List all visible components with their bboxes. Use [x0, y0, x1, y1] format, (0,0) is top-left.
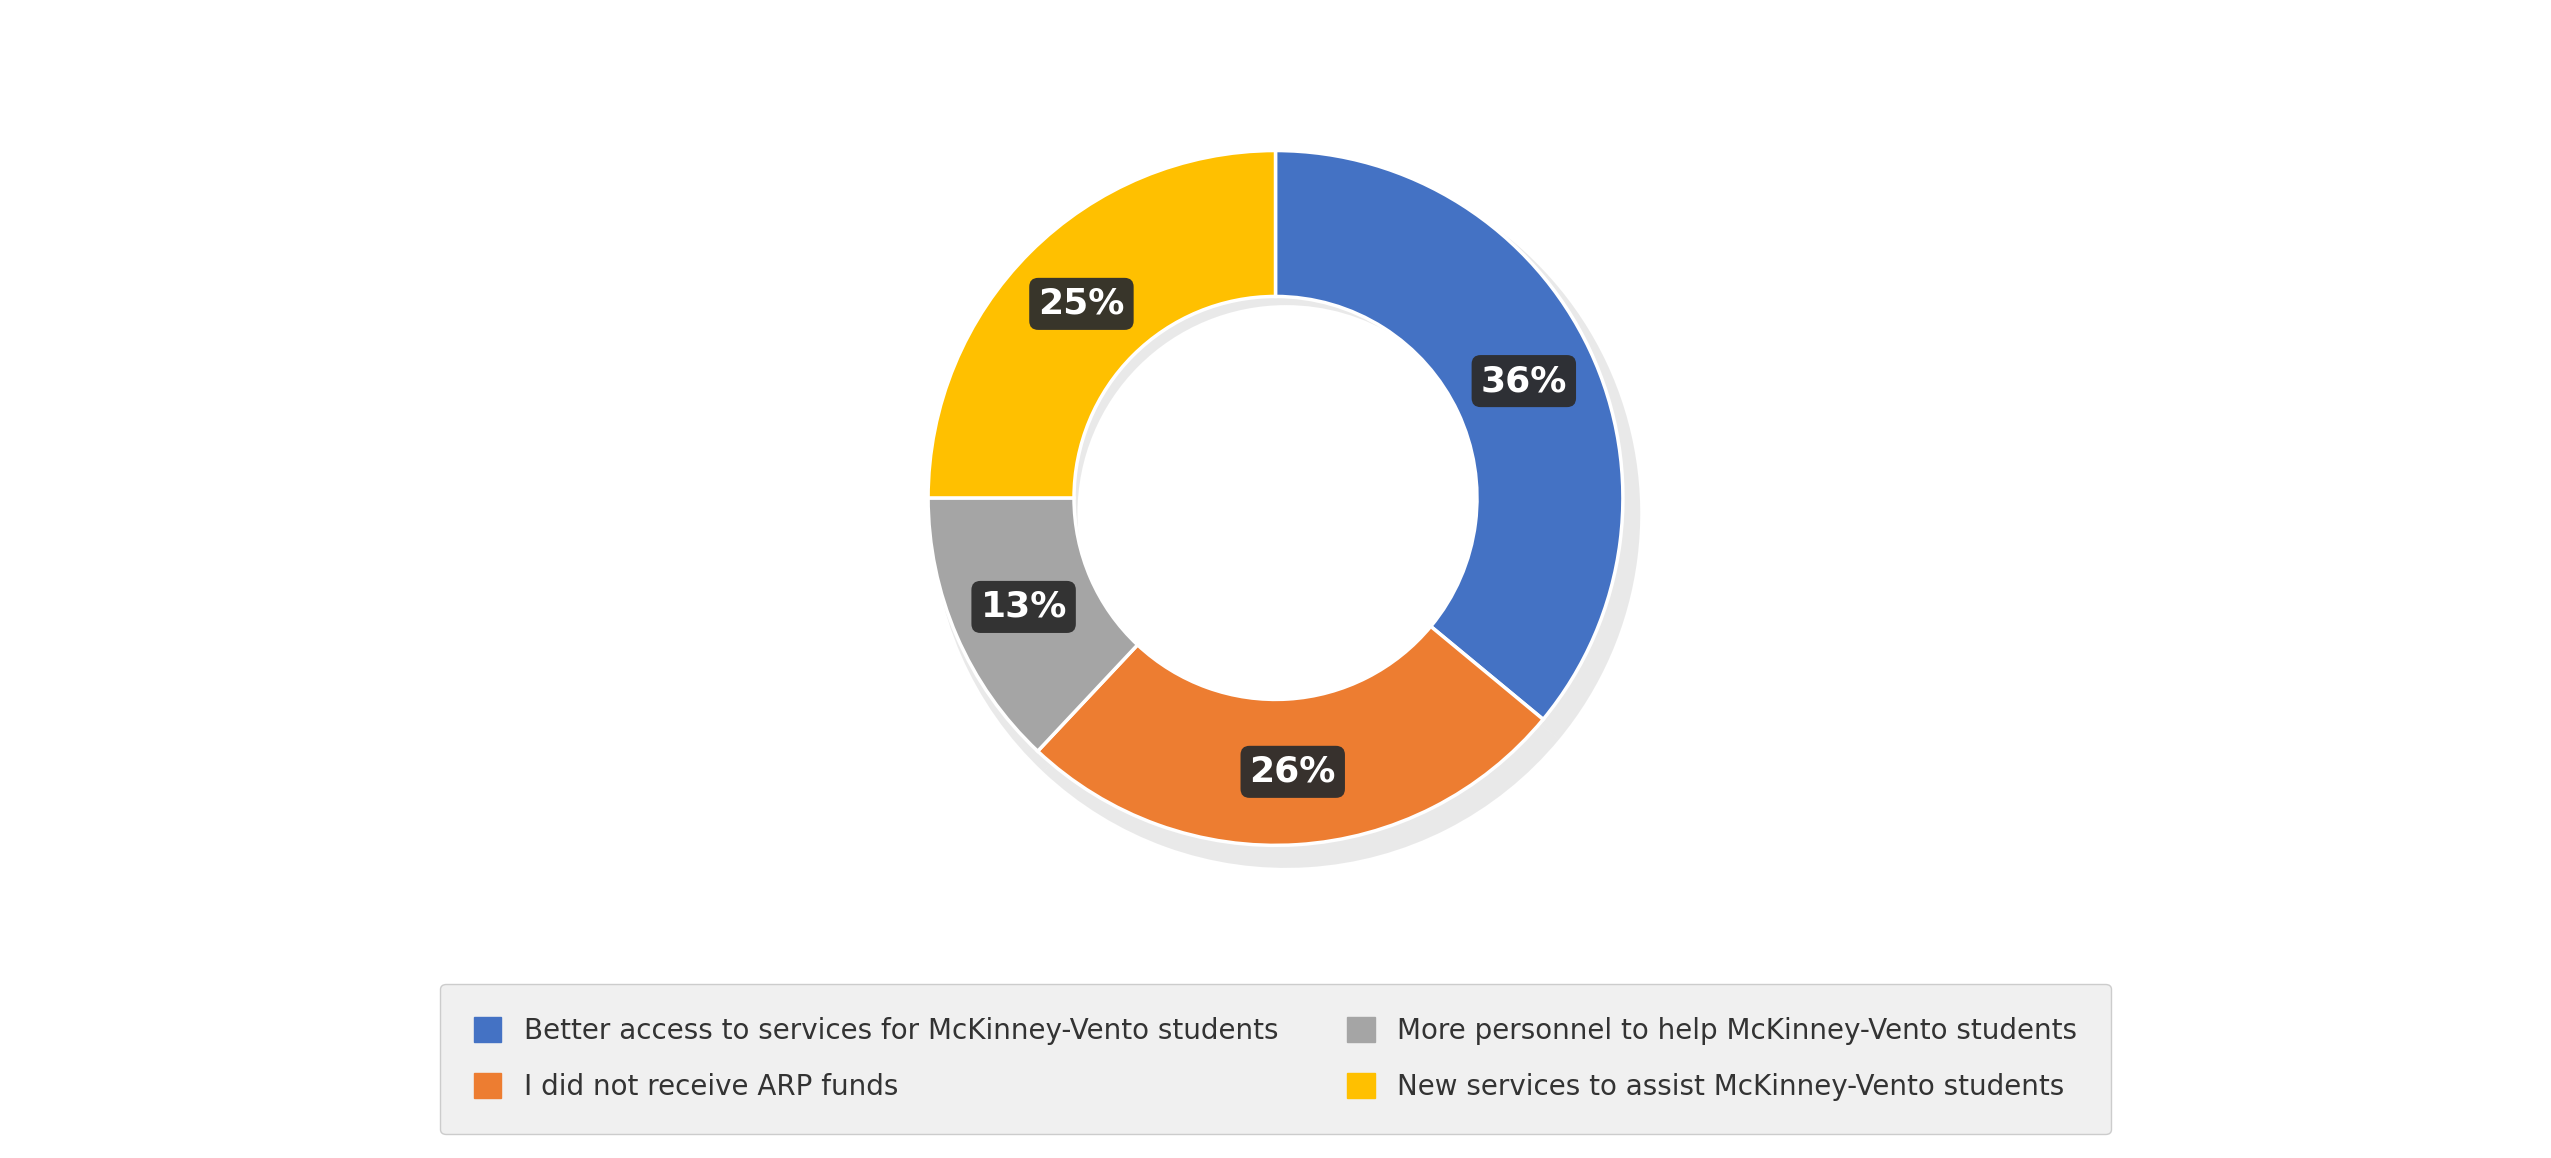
- Text: 25%: 25%: [1038, 287, 1125, 321]
- Wedge shape: [1038, 626, 1543, 845]
- Wedge shape: [1043, 646, 1559, 867]
- Wedge shape: [1286, 160, 1640, 740]
- Text: 13%: 13%: [980, 589, 1066, 624]
- Wedge shape: [1276, 151, 1622, 719]
- Text: 36%: 36%: [1480, 364, 1566, 398]
- Wedge shape: [929, 151, 1276, 498]
- Wedge shape: [931, 160, 1286, 513]
- Legend: Better access to services for McKinney-Vento students, I did not receive ARP fun: Better access to services for McKinney-V…: [441, 984, 2110, 1135]
- Wedge shape: [931, 513, 1143, 772]
- Text: 26%: 26%: [1250, 755, 1337, 789]
- Wedge shape: [929, 498, 1138, 752]
